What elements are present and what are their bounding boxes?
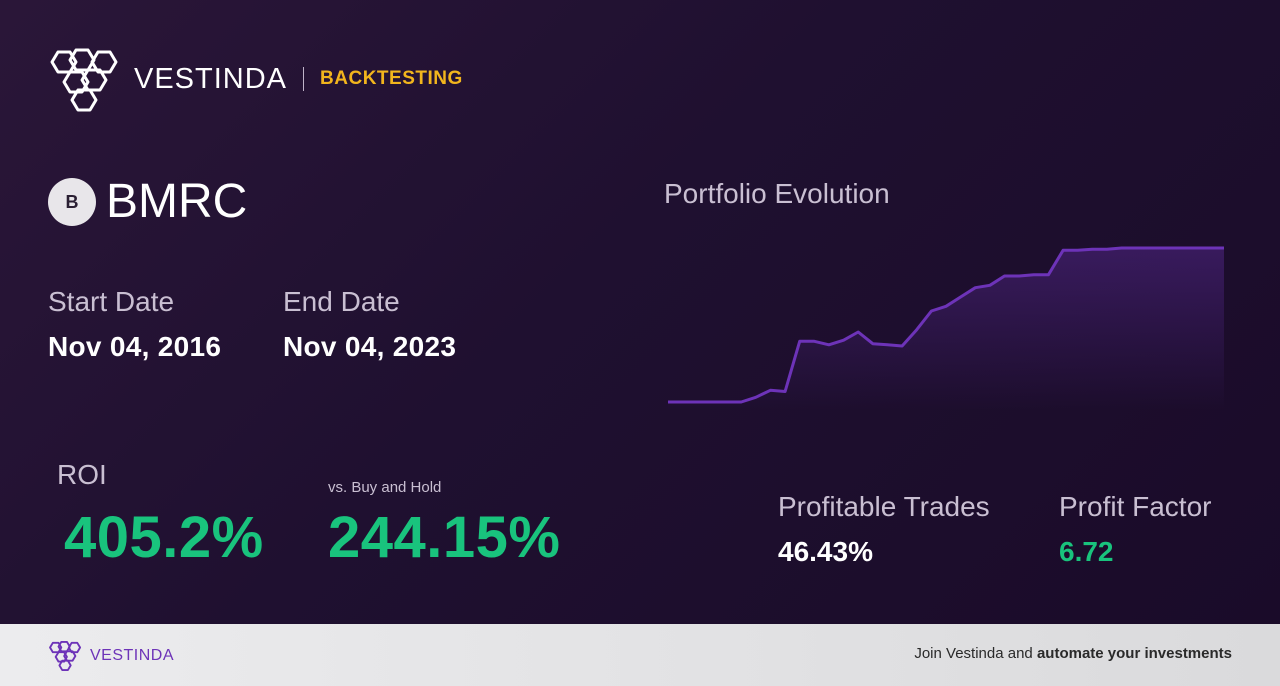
footer: VESTINDA Join Vestinda and automate your…: [0, 624, 1280, 686]
brand-name: VESTINDA: [134, 62, 288, 95]
profit-factor-label: Profit Factor: [1059, 491, 1212, 522]
footer-brand-name: VESTINDA: [90, 646, 175, 664]
end-date-label: End Date: [283, 286, 400, 317]
portfolio-evolution-chart: [668, 246, 1224, 410]
chart-area-fill: [668, 248, 1224, 410]
ticker-badge: B: [48, 178, 96, 226]
header-brand: VESTINDA BACKTESTING: [48, 46, 463, 112]
vs-buy-hold-value: 244.15%: [328, 505, 561, 570]
vestinda-logo-icon: [49, 640, 82, 671]
start-date-value: Nov 04, 2016: [48, 331, 222, 362]
ticker: B BMRC: [48, 178, 247, 226]
profitable-trades-value: 46.43%: [778, 536, 873, 567]
footer-cta-bold: automate your investments: [1036, 645, 1232, 662]
chart-series-line: [668, 246, 1224, 404]
start-date-label: Start Date: [48, 286, 175, 317]
end-date-value: Nov 04, 2023: [283, 331, 457, 362]
section-label: BACKTESTING: [320, 68, 463, 89]
brand-divider: [303, 67, 305, 91]
footer-cta-prefix: Join Vestinda and: [914, 645, 1033, 662]
footer-cta[interactable]: Join Vestinda and automate your investme…: [914, 645, 1232, 662]
footer-brand[interactable]: VESTINDA: [48, 640, 174, 671]
chart-title: Portfolio Evolution: [664, 178, 890, 209]
vestinda-logo-icon: [50, 48, 118, 112]
roi-label: ROI: [57, 459, 107, 490]
profitable-trades-label: Profitable Trades: [778, 491, 990, 522]
profit-factor-value: 6.72: [1059, 536, 1114, 567]
roi-value: 405.2%: [64, 505, 264, 570]
ticker-symbol: BMRC: [106, 175, 248, 228]
vs-buy-hold-label: vs. Buy and Hold: [328, 479, 442, 496]
backtest-card: VESTINDA BACKTESTING B BMRC Start Date N…: [0, 0, 1280, 624]
